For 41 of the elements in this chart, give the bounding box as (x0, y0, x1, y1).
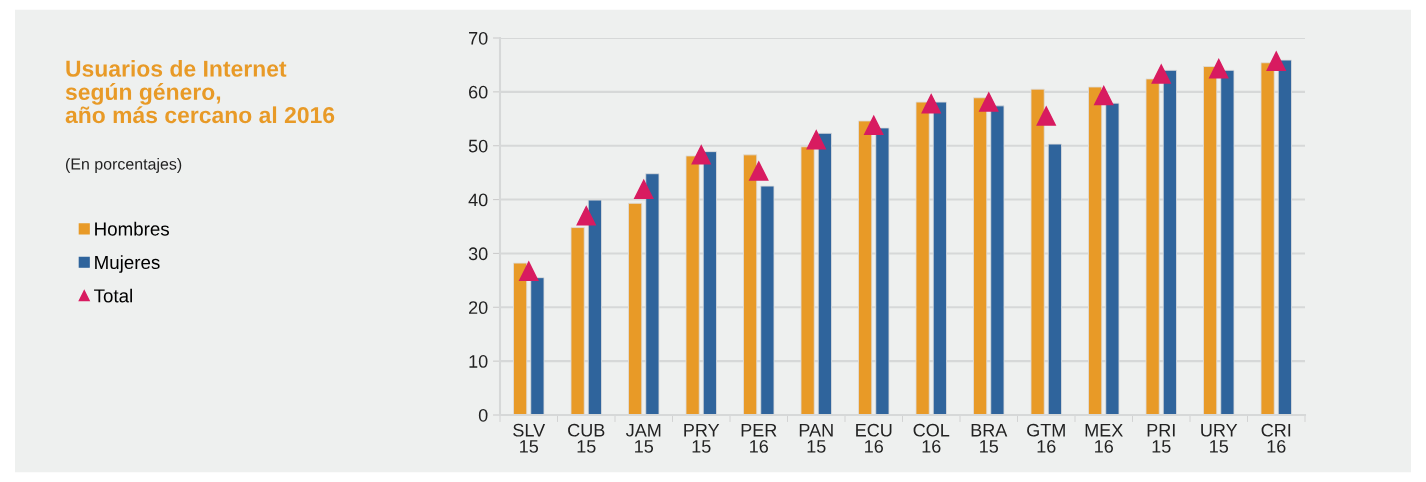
point (921, 93, 941, 114)
point (1266, 51, 1286, 71)
point (691, 145, 711, 165)
x-tick-label: CRI 16 (1261, 423, 1291, 453)
point (634, 179, 654, 200)
x-tick-label: COL 16 (913, 423, 950, 453)
point (1036, 106, 1056, 126)
x-tick-label: URY 15 (1201, 424, 1238, 453)
point (806, 130, 826, 150)
x-tick-label: CUB 15 (568, 423, 605, 453)
y-tick-label: 10 (469, 355, 488, 368)
point (519, 261, 539, 281)
point (1094, 85, 1114, 106)
x-tick-label: ECU 16 (856, 423, 892, 453)
point (1151, 64, 1171, 84)
x-tick-label: PRI 15 (1147, 424, 1175, 453)
x-tick-label: JAM 15 (625, 424, 661, 453)
y-tick-label: 20 (469, 301, 488, 315)
text: Usuarios de Internet según género, año más cercano al 2016 (65, 60, 335, 124)
legend-label: Total (94, 288, 132, 303)
y-tick-label: 60 (469, 85, 488, 99)
y-tick-label: 50 (468, 139, 488, 153)
text: (En porcentajes) (65, 158, 182, 173)
x-tick-label: MEX 16 (1085, 424, 1123, 453)
point (864, 115, 884, 135)
y-tick-label: 30 (468, 247, 488, 261)
y-tick-label: 0 (478, 408, 488, 422)
point (1209, 58, 1229, 79)
legend-label: Mujeres (95, 255, 160, 273)
point (576, 206, 596, 226)
point (979, 92, 999, 112)
y-tick-label: 70 (469, 31, 488, 45)
x-tick-label: PAN 15 (799, 424, 833, 453)
point (749, 161, 769, 181)
x-tick-label: SLV 15 (513, 423, 546, 453)
x-tick-label: BRA 15 (971, 424, 1008, 453)
y-tick-label: 40 (468, 193, 488, 207)
x-tick-label: GTM 16 (1027, 423, 1065, 453)
x-tick-label: PRY 15 (684, 424, 720, 453)
x-tick-label: PER 16 (741, 424, 777, 453)
legend-label: Hombres (95, 221, 170, 236)
